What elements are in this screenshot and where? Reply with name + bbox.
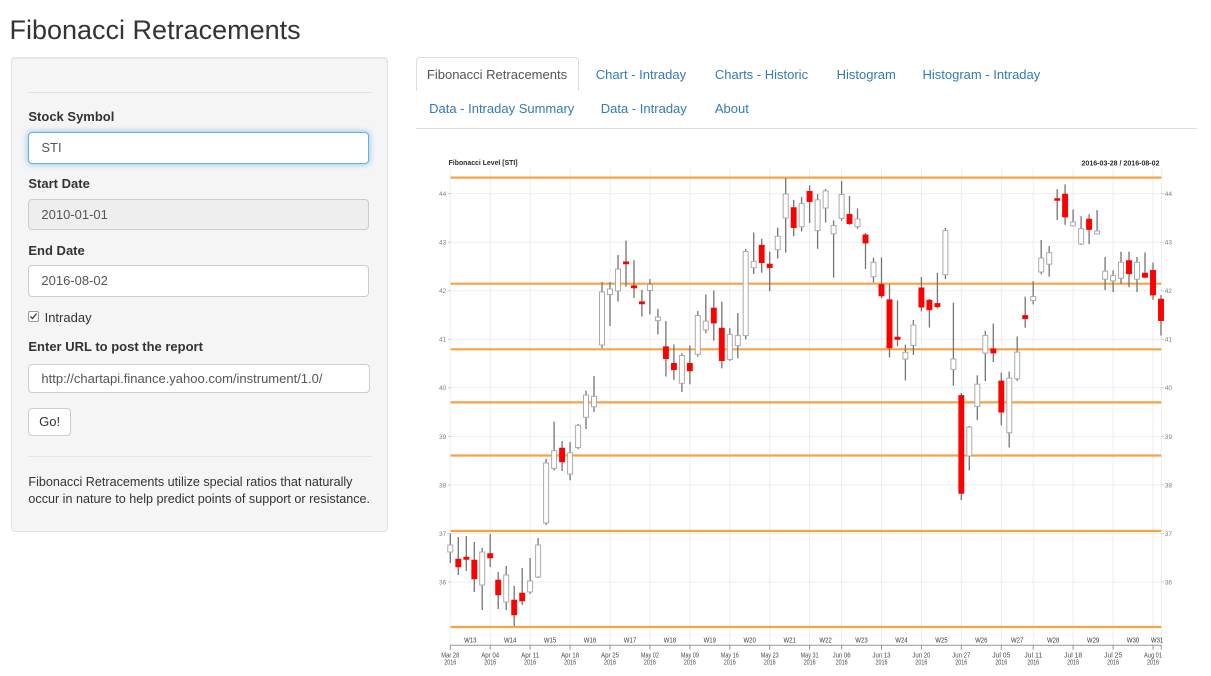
svg-text:Mar 28: Mar 28 xyxy=(441,653,459,660)
svg-text:44: 44 xyxy=(1165,191,1173,198)
svg-text:Jun 27: Jun 27 xyxy=(952,653,970,660)
svg-text:Jul 18: Jul 18 xyxy=(1064,653,1082,660)
svg-text:W13: W13 xyxy=(464,638,476,645)
svg-text:2016: 2016 xyxy=(644,659,656,666)
svg-text:2016: 2016 xyxy=(484,659,496,666)
svg-text:W18: W18 xyxy=(664,638,676,645)
svg-text:Jul 05: Jul 05 xyxy=(992,653,1010,660)
svg-text:2016: 2016 xyxy=(724,659,736,666)
svg-text:Jun 20: Jun 20 xyxy=(912,653,930,660)
svg-text:39: 39 xyxy=(1165,434,1173,441)
svg-text:40: 40 xyxy=(1165,385,1173,392)
svg-text:W31: W31 xyxy=(1151,638,1163,645)
svg-text:2016: 2016 xyxy=(804,659,816,666)
svg-text:Jun 13: Jun 13 xyxy=(873,653,891,660)
svg-text:W20: W20 xyxy=(744,638,756,645)
svg-text:2016: 2016 xyxy=(604,659,616,666)
svg-text:W17: W17 xyxy=(624,638,636,645)
svg-text:W26: W26 xyxy=(975,638,987,645)
svg-text:May 02: May 02 xyxy=(641,653,659,660)
svg-text:W15: W15 xyxy=(544,638,556,645)
svg-text:2016: 2016 xyxy=(836,659,848,666)
svg-text:2016: 2016 xyxy=(1027,659,1039,666)
svg-text:42: 42 xyxy=(439,288,447,295)
svg-text:Jul 11: Jul 11 xyxy=(1024,653,1042,660)
svg-text:Apr 04: Apr 04 xyxy=(481,653,499,660)
svg-text:2016: 2016 xyxy=(1067,659,1079,666)
svg-text:Jul 25: Jul 25 xyxy=(1104,653,1122,660)
svg-text:2016: 2016 xyxy=(915,659,927,666)
svg-text:2016: 2016 xyxy=(1107,659,1119,666)
svg-text:Jun 06: Jun 06 xyxy=(833,653,851,660)
svg-text:2016-03-28 / 2016-08-02: 2016-03-28 / 2016-08-02 xyxy=(1082,158,1160,167)
svg-text:W28: W28 xyxy=(1047,638,1059,645)
svg-text:Apr 11: Apr 11 xyxy=(521,653,539,660)
svg-text:36: 36 xyxy=(439,579,447,586)
svg-text:2016: 2016 xyxy=(444,659,456,666)
svg-text:36: 36 xyxy=(1165,579,1173,586)
svg-text:2016: 2016 xyxy=(955,659,967,666)
svg-text:May 09: May 09 xyxy=(681,653,699,660)
svg-text:Apr 25: Apr 25 xyxy=(601,653,619,660)
svg-text:W14: W14 xyxy=(504,638,516,645)
svg-text:W29: W29 xyxy=(1087,638,1099,645)
svg-text:37: 37 xyxy=(439,531,447,538)
svg-text:2016: 2016 xyxy=(995,659,1007,666)
svg-text:38: 38 xyxy=(439,482,447,489)
svg-text:W23: W23 xyxy=(855,638,867,645)
svg-text:38: 38 xyxy=(1165,482,1173,489)
svg-text:W21: W21 xyxy=(784,638,796,645)
svg-text:2016: 2016 xyxy=(564,659,576,666)
svg-text:W30: W30 xyxy=(1127,638,1139,645)
svg-text:Apr 18: Apr 18 xyxy=(561,653,579,660)
svg-text:43: 43 xyxy=(439,240,447,247)
svg-text:39: 39 xyxy=(439,434,447,441)
svg-text:2016: 2016 xyxy=(684,659,696,666)
svg-text:41: 41 xyxy=(1165,337,1173,344)
svg-text:37: 37 xyxy=(1165,531,1173,538)
svg-text:2016: 2016 xyxy=(1147,659,1159,666)
svg-text:41: 41 xyxy=(439,337,447,344)
svg-text:W19: W19 xyxy=(704,638,716,645)
svg-text:May 16: May 16 xyxy=(721,653,739,660)
svg-text:44: 44 xyxy=(439,191,447,198)
svg-text:42: 42 xyxy=(1165,288,1173,295)
svg-text:May 31: May 31 xyxy=(801,653,819,660)
svg-text:2016: 2016 xyxy=(764,659,776,666)
svg-text:Fibonacci Level [STI]: Fibonacci Level [STI] xyxy=(449,158,518,167)
svg-text:W27: W27 xyxy=(1011,638,1023,645)
svg-text:W22: W22 xyxy=(819,638,831,645)
svg-text:2016: 2016 xyxy=(876,659,888,666)
svg-text:W16: W16 xyxy=(584,638,596,645)
svg-text:40: 40 xyxy=(439,385,447,392)
svg-text:Aug 01: Aug 01 xyxy=(1144,653,1162,660)
svg-text:2016: 2016 xyxy=(524,659,536,666)
svg-text:May 23: May 23 xyxy=(761,653,779,660)
svg-text:W25: W25 xyxy=(935,638,947,645)
svg-text:43: 43 xyxy=(1165,240,1173,247)
svg-text:W24: W24 xyxy=(895,638,907,645)
